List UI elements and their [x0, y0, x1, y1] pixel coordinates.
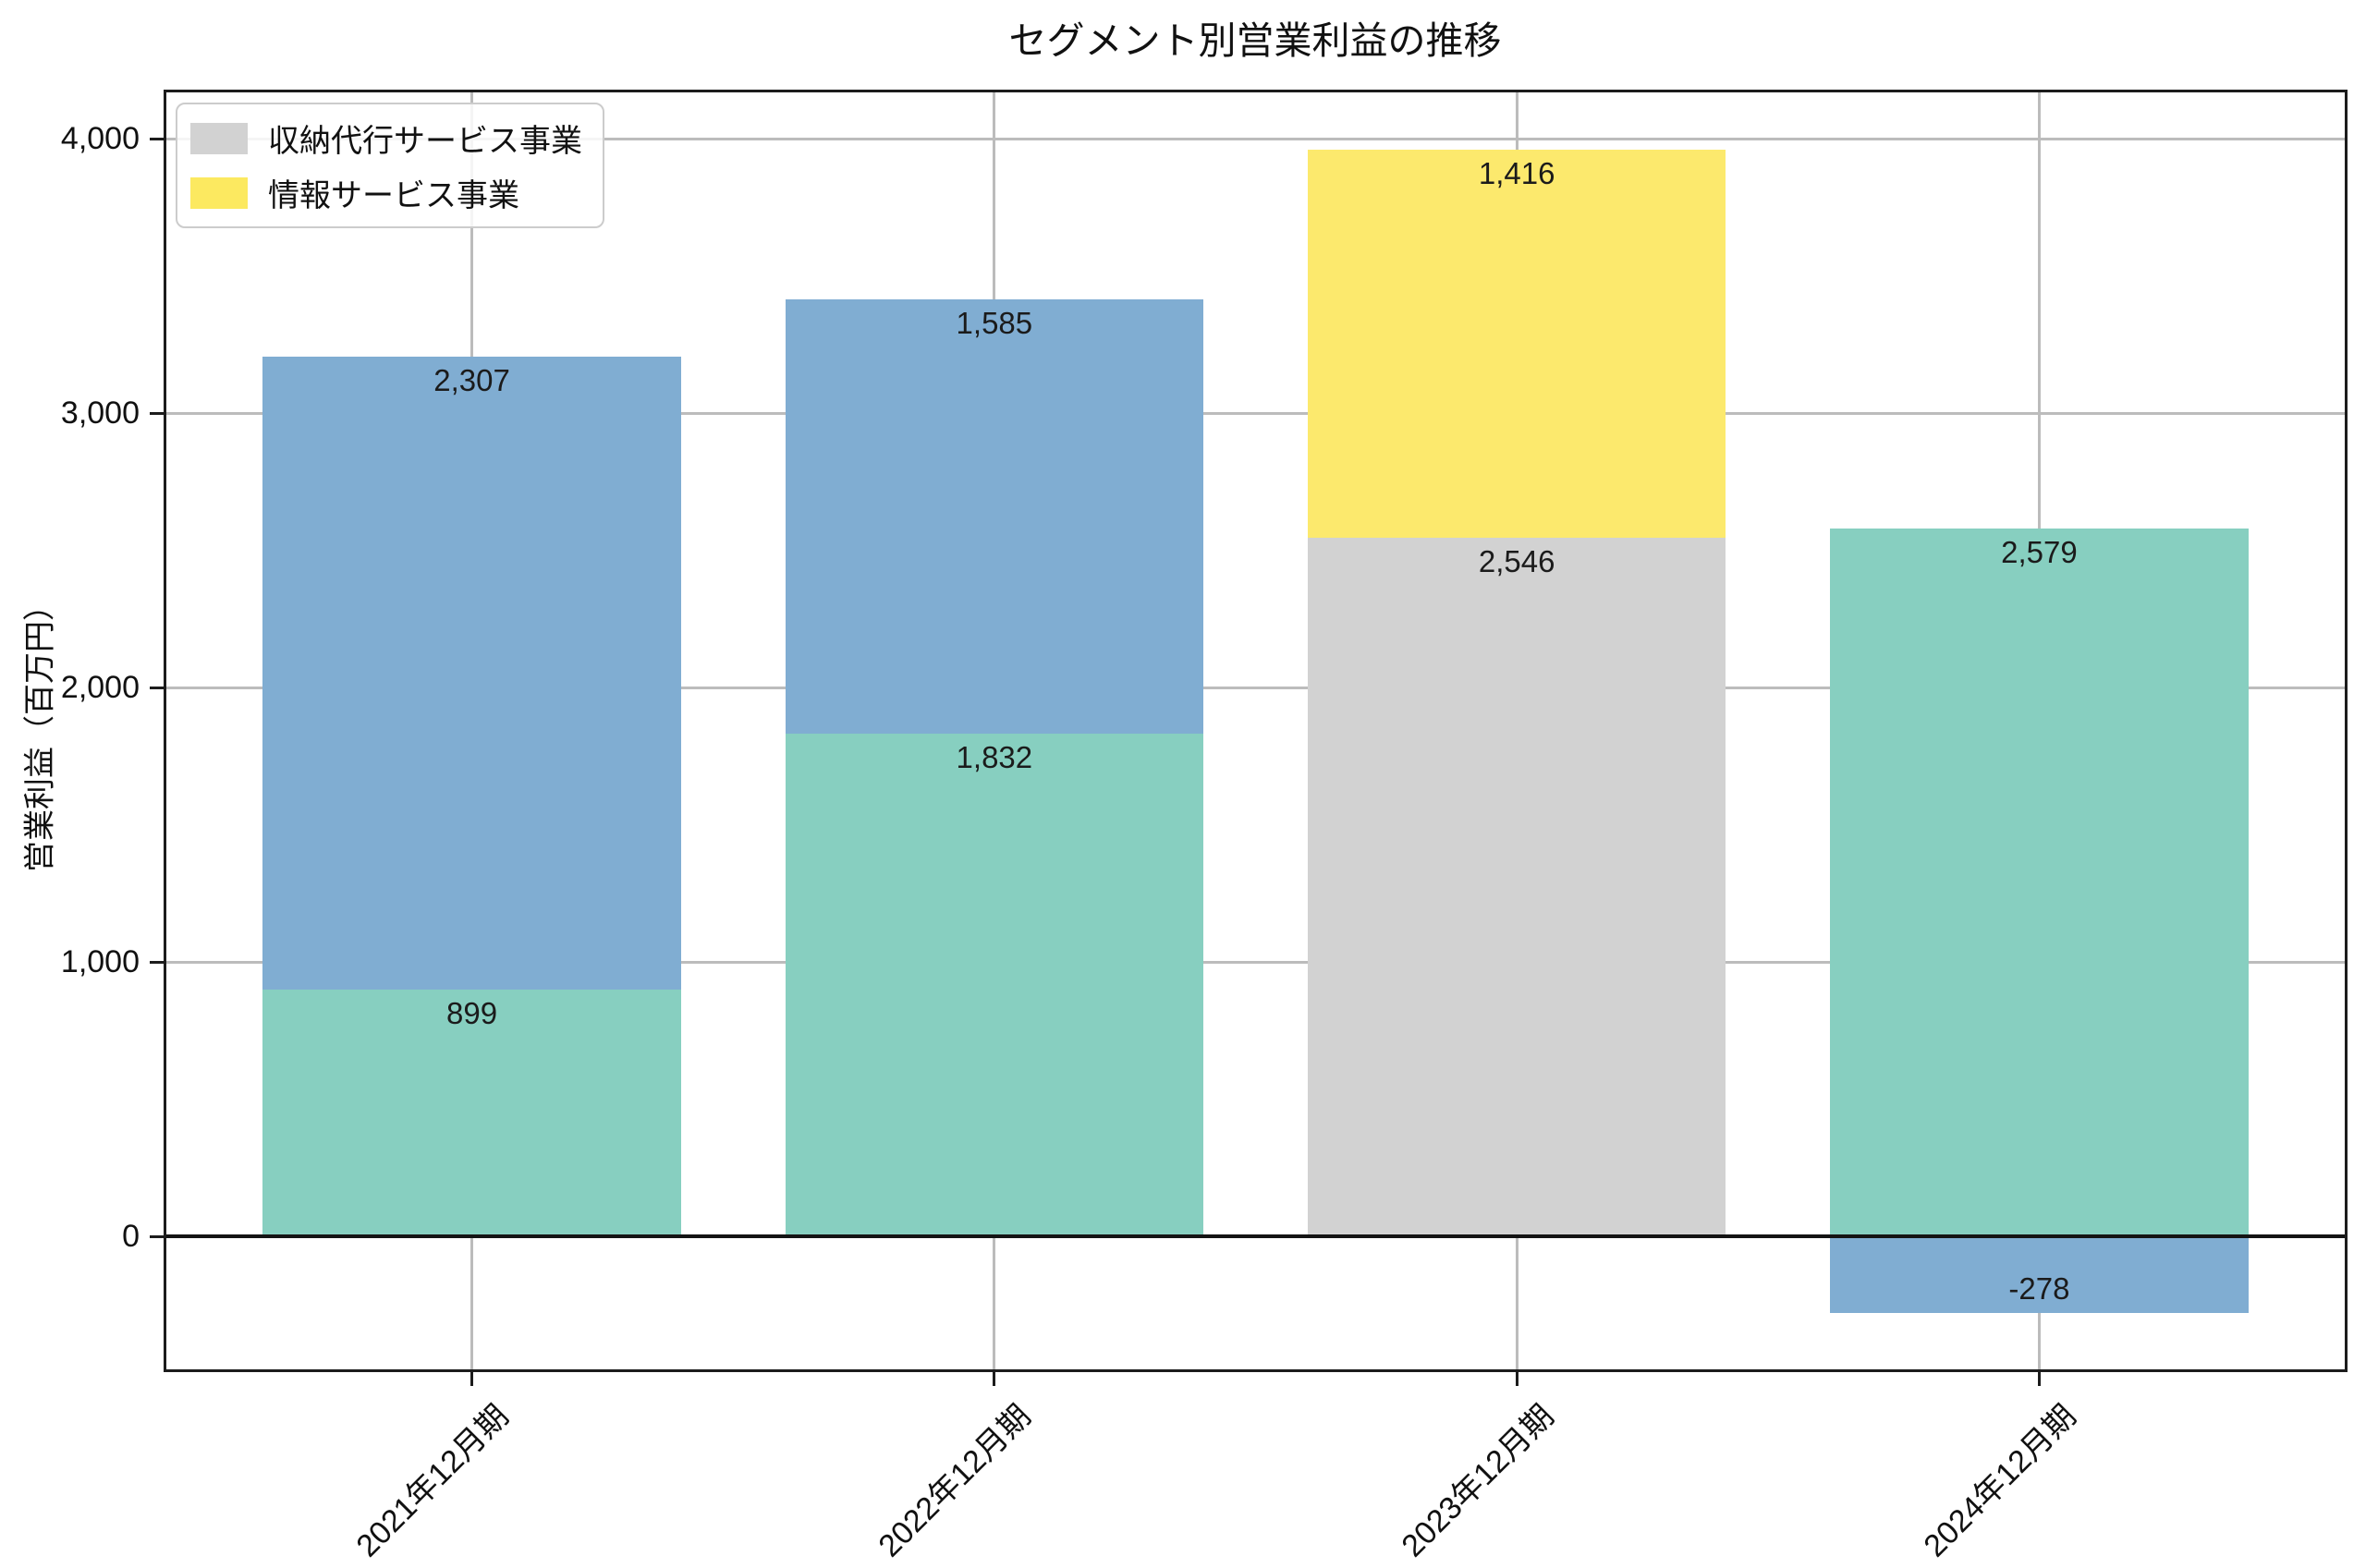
- legend-swatch-icon: [190, 122, 248, 154]
- y-tick-mark: [150, 411, 164, 415]
- x-tick-mark: [1515, 1372, 1518, 1386]
- legend-label: 情報サービス事業: [268, 178, 519, 213]
- bar-segment: [1830, 1236, 2249, 1313]
- x-tick-label: 2021年12月期: [349, 1398, 516, 1564]
- chart-title: セグメント別営業利益の推移: [1008, 19, 1502, 62]
- y-tick-label: 1,000: [60, 944, 140, 980]
- x-tick-label: 2024年12月期: [1917, 1398, 2083, 1564]
- y-tick-mark: [150, 960, 164, 964]
- horizontal-gridline: [164, 137, 2348, 140]
- y-tick-label: 0: [122, 1219, 140, 1255]
- y-tick-mark: [150, 137, 164, 140]
- bar-value-label: 1,585: [956, 305, 1033, 340]
- bar-value-label: -278: [2008, 1270, 2070, 1306]
- bar-segment: [1308, 149, 1726, 539]
- bar-value-label: 1,416: [1478, 155, 1555, 190]
- bar-segment: [785, 298, 1203, 735]
- bar-segment: [785, 734, 1203, 1237]
- y-tick-label: 2,000: [60, 670, 140, 706]
- y-tick-label: 4,000: [60, 121, 140, 157]
- y-axis-label: 営業利益（百万円）: [22, 590, 58, 872]
- bar-segment: [1308, 538, 1726, 1237]
- bar-value-label: 2,546: [1478, 544, 1555, 579]
- legend-swatch-icon: [190, 176, 248, 209]
- y-tick-mark: [150, 1234, 164, 1238]
- x-tick-mark: [470, 1372, 474, 1386]
- y-tick-mark: [150, 686, 164, 689]
- zero-axis-line: [164, 1234, 2348, 1239]
- bar-value-label: 1,832: [956, 740, 1033, 775]
- legend-row: 収納代行サービス事業: [190, 115, 582, 161]
- legend-label: 収納代行サービス事業: [268, 124, 582, 159]
- legend-row: 情報サービス事業: [190, 170, 582, 215]
- legend: 収納代行サービス事業 情報サービス事業: [176, 103, 604, 228]
- bar-segment: [262, 357, 681, 991]
- bar-segment: [262, 990, 681, 1237]
- horizontal-gridline: [164, 960, 2348, 964]
- x-tick-mark: [993, 1372, 996, 1386]
- bar-value-label: 2,579: [2001, 535, 2078, 570]
- x-tick-mark: [2037, 1372, 2041, 1386]
- x-tick-label: 2023年12月期: [1395, 1398, 1561, 1564]
- bar-value-label: 899: [446, 996, 498, 1031]
- bar-segment: [1830, 529, 2249, 1237]
- y-tick-label: 3,000: [60, 395, 140, 432]
- horizontal-gridline: [164, 686, 2348, 689]
- bar-value-label: 2,307: [433, 363, 510, 398]
- x-tick-label: 2022年12月期: [872, 1398, 1039, 1564]
- horizontal-gridline: [164, 411, 2348, 415]
